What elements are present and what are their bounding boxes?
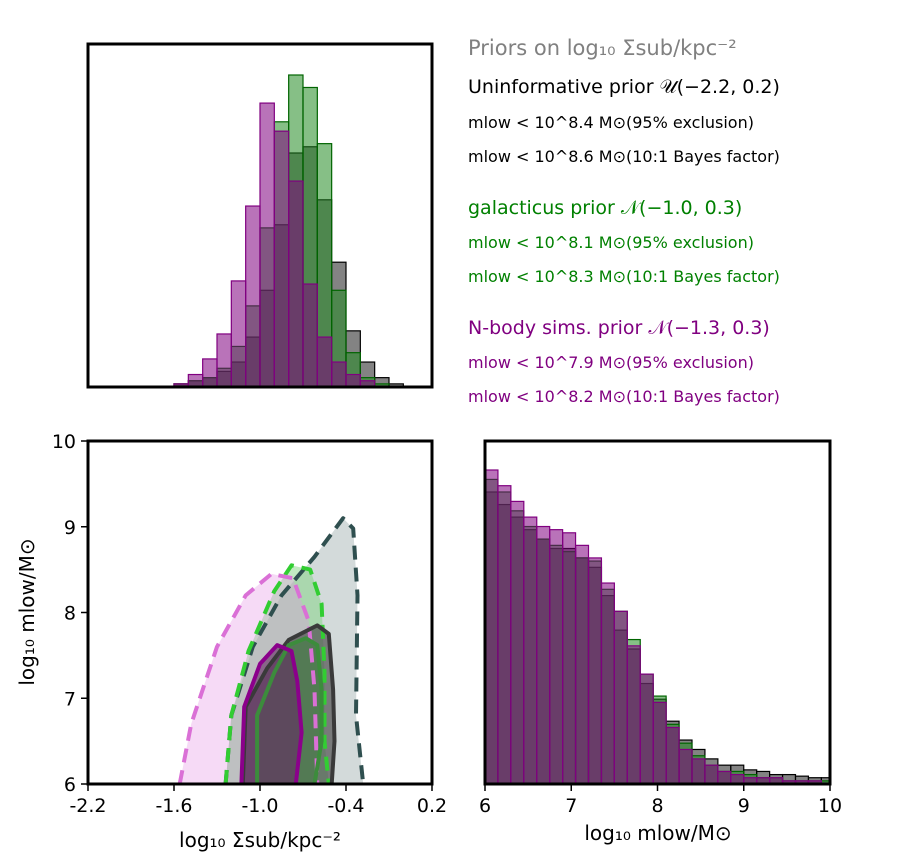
top-hist-bar-n-body-sims--17: [331, 361, 347, 388]
bottom-left-contour-plot: [177, 516, 366, 785]
bottom-left-xlabel: log₁₀ Σsub/kpc⁻²: [179, 828, 341, 852]
left-ytick-label: 7: [64, 688, 76, 710]
left-xtick-label: -0.4: [327, 795, 364, 817]
legend-uninformative-head: Uninformative prior 𝒰(−2.2, 0.2): [468, 76, 780, 98]
right-xtick-label: 6: [479, 795, 491, 817]
right-hist-bar-n-body-sims--10: [613, 610, 628, 785]
right-xtick-label: 9: [738, 795, 750, 817]
top-hist-bar-n-body-sims--10: [230, 280, 247, 388]
contour-line-outer-n-body-sims-: [177, 571, 320, 785]
left-xtick-label: -1.6: [155, 795, 192, 817]
top-hist-bar-n-body-sims--16: [316, 336, 333, 388]
right-hist-bar-n-body-sims--15: [678, 748, 693, 785]
contour-line-outer-uninformative: [223, 516, 366, 785]
right-hist-bar-n-body-sims--11: [626, 645, 641, 785]
left-xtick-label: 0.2: [417, 795, 447, 817]
right-hist-bar-n-body-sims--4: [536, 525, 551, 785]
bottom-left-axes: -2.2 -1.6 -1.0 -0.4 0.2 6 7 8 9 10: [52, 431, 447, 817]
top-hist-bar-n-body-sims--11: [245, 205, 261, 388]
top-left-frame: [86, 42, 434, 389]
legend-galacticus-exclusion: mlow < 10^8.1 M⊙(95% exclusion): [468, 233, 754, 252]
legend-uninformative-bayes: mlow < 10^8.6 M⊙(10:1 Bayes factor): [468, 147, 780, 166]
right-hist-bar-n-body-sims--2: [510, 500, 525, 785]
right-hist-bar-n-body-sims--17: [704, 764, 719, 785]
top-hist-bar-n-body-sims--7: [187, 373, 204, 388]
left-ytick-label: 6: [64, 774, 76, 796]
right-hist-bar-n-body-sims--8: [587, 557, 603, 785]
right-hist-bar-n-body-sims--7: [574, 544, 590, 785]
right-hist-bar-n-body-sims--1: [497, 485, 512, 785]
top-hist-bar-n-body-sims--14: [288, 180, 304, 388]
top-left-histogram: [173, 74, 404, 388]
left-ytick-label: 8: [64, 603, 76, 625]
right-hist-bar-n-body-sims--0: [484, 469, 499, 785]
contour-line-inner-galacticus: [255, 636, 324, 785]
right-hist-bar-n-body-sims--3: [523, 516, 538, 785]
bottom-left-ylabel: log₁₀ mlow/M⊙: [15, 538, 39, 685]
right-hist-bar-n-body-sims--6: [562, 532, 577, 785]
legend-galacticus-head: galacticus prior 𝒩(−1.0, 0.3): [468, 197, 743, 219]
legend-galacticus-bayes: mlow < 10^8.3 M⊙(10:1 Bayes factor): [468, 267, 780, 286]
right-hist-bar-n-body-sims--14: [665, 726, 680, 785]
bottom-right-xlabel: log₁₀ mlow/M⊙: [584, 821, 731, 845]
top-hist-bar-n-body-sims--18: [345, 373, 361, 388]
legend-nbody-exclusion: mlow < 10^7.9 M⊙(95% exclusion): [468, 353, 754, 372]
top-hist-bar-n-body-sims--15: [302, 283, 318, 388]
right-hist-bar-n-body-sims--9: [600, 582, 615, 785]
top-hist-bar-n-body-sims--9: [216, 333, 232, 388]
top-hist-bar-n-body-sims--13: [273, 130, 290, 388]
right-hist-bar-n-body-sims--12: [639, 673, 654, 785]
right-xtick-label: 7: [565, 795, 577, 817]
top-hist-bar-n-body-sims--12: [259, 102, 275, 388]
legend-nbody-head: N-body sims. prior 𝒩(−1.3, 0.3): [468, 317, 770, 339]
left-xtick-label: -2.2: [69, 795, 106, 817]
bottom-right-axes: 6 7 8 9 10: [479, 784, 842, 817]
right-xtick-label: 8: [651, 795, 663, 817]
legend-uninformative-exclusion: mlow < 10^8.4 M⊙(95% exclusion): [468, 113, 754, 132]
bottom-right-histogram: [484, 469, 831, 785]
legend-nbody-bayes: mlow < 10^8.2 M⊙(10:1 Bayes factor): [468, 387, 780, 406]
right-hist-bar-n-body-sims--18: [717, 770, 732, 785]
legend-title: Priors on log₁₀ Σsub/kpc⁻²: [468, 36, 737, 60]
right-xtick-label: 10: [818, 795, 842, 817]
contour-line-inner-n-body-sims-: [239, 643, 304, 785]
left-xtick-label: -1.0: [241, 795, 278, 817]
right-hist-bar-n-body-sims--16: [691, 758, 706, 785]
left-ytick-label: 9: [64, 517, 76, 539]
right-hist-bar-n-body-sims--5: [549, 529, 564, 785]
right-hist-bar-n-body-sims--13: [652, 701, 667, 785]
contour-line-inner-uninformative: [240, 623, 337, 785]
left-ytick-label: 10: [52, 431, 76, 453]
top-hist-bar-n-body-sims--8: [202, 358, 218, 388]
